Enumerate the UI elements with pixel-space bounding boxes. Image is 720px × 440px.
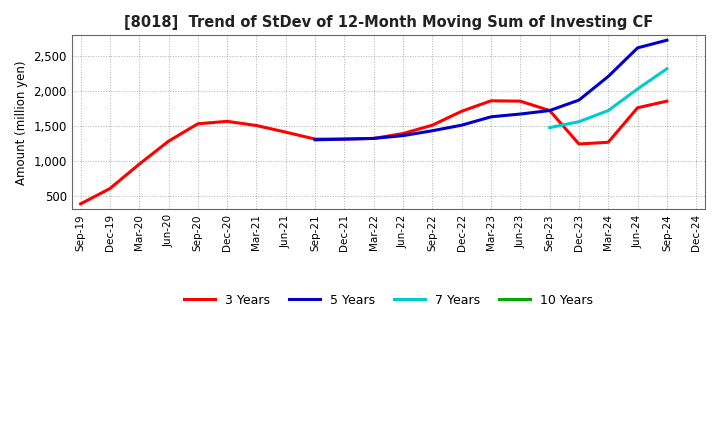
5 Years <box>662 37 671 43</box>
3 Years <box>487 98 495 103</box>
Line: 7 Years: 7 Years <box>549 69 667 128</box>
3 Years <box>223 119 232 124</box>
3 Years <box>604 139 613 145</box>
Line: 3 Years: 3 Years <box>81 101 667 204</box>
5 Years <box>311 137 320 143</box>
5 Years <box>369 136 378 141</box>
Y-axis label: Amount (million yen): Amount (million yen) <box>15 60 28 185</box>
3 Years <box>311 136 320 142</box>
5 Years <box>487 114 495 120</box>
5 Years <box>575 98 583 103</box>
3 Years <box>135 161 143 167</box>
Title: [8018]  Trend of StDev of 12-Month Moving Sum of Investing CF: [8018] Trend of StDev of 12-Month Moving… <box>124 15 653 30</box>
5 Years <box>457 122 466 128</box>
7 Years <box>545 125 554 130</box>
5 Years <box>399 133 408 138</box>
3 Years <box>428 122 437 128</box>
3 Years <box>369 136 378 141</box>
7 Years <box>634 86 642 92</box>
3 Years <box>164 139 173 144</box>
3 Years <box>252 123 261 128</box>
Line: 5 Years: 5 Years <box>315 40 667 140</box>
5 Years <box>340 136 348 142</box>
5 Years <box>545 108 554 113</box>
3 Years <box>194 121 202 126</box>
7 Years <box>575 119 583 125</box>
5 Years <box>604 74 613 79</box>
3 Years <box>106 186 114 191</box>
3 Years <box>575 141 583 147</box>
3 Years <box>399 131 408 136</box>
3 Years <box>340 136 348 142</box>
Legend: 3 Years, 5 Years, 7 Years, 10 Years: 3 Years, 5 Years, 7 Years, 10 Years <box>179 289 598 312</box>
5 Years <box>634 45 642 51</box>
3 Years <box>545 108 554 113</box>
5 Years <box>516 111 525 117</box>
7 Years <box>662 66 671 71</box>
3 Years <box>76 201 85 206</box>
3 Years <box>457 109 466 114</box>
3 Years <box>516 99 525 104</box>
3 Years <box>282 129 290 135</box>
7 Years <box>604 108 613 113</box>
3 Years <box>634 105 642 110</box>
3 Years <box>662 99 671 104</box>
5 Years <box>428 128 437 133</box>
